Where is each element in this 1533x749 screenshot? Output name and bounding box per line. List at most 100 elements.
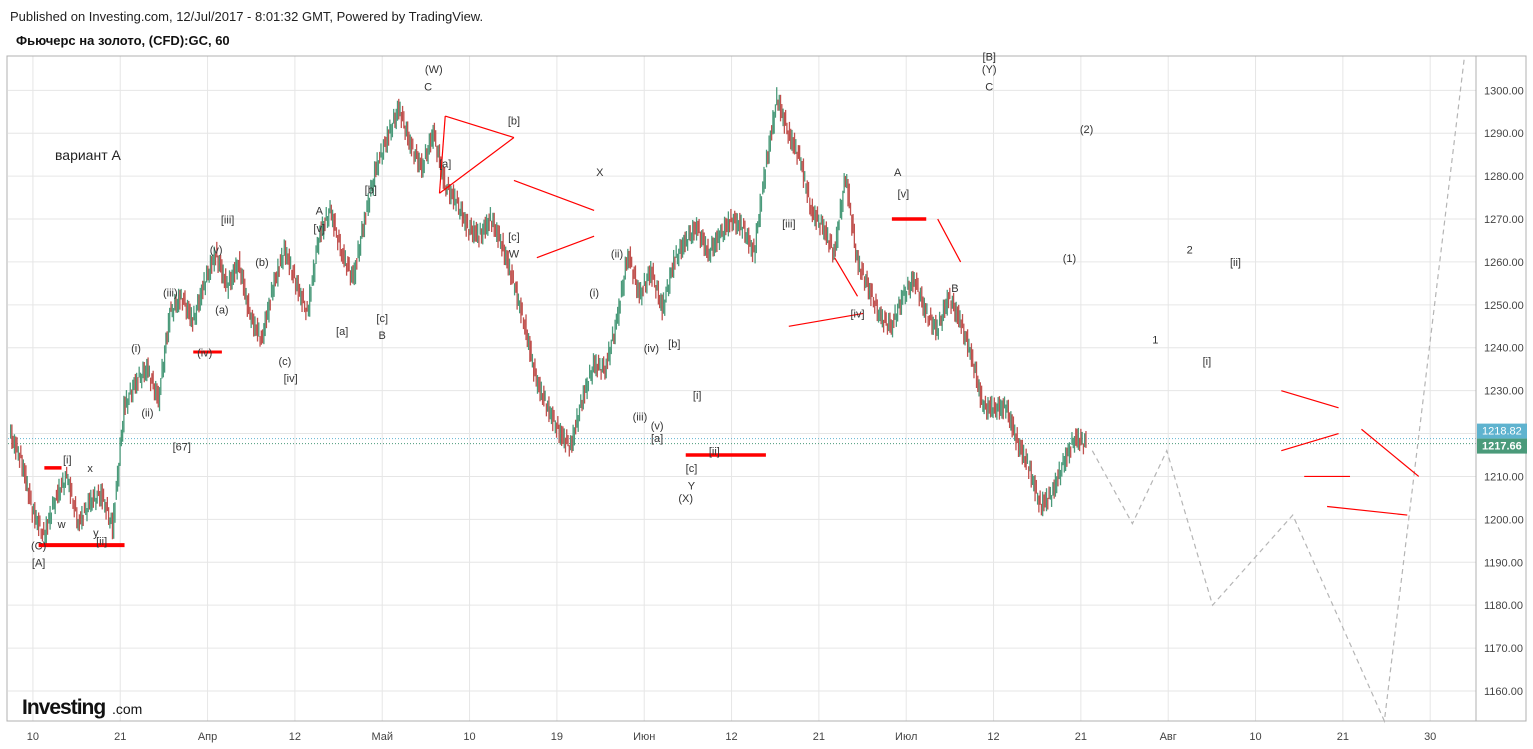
wave-label: (ii) [141, 407, 153, 419]
red-trendline [1281, 432, 1339, 452]
red-trendline [834, 257, 859, 297]
wave-label: [c] [508, 231, 520, 243]
wave-label: x [87, 463, 93, 475]
wave-label: (W) [425, 64, 443, 76]
wave-label: B [379, 330, 386, 342]
red-trendline [445, 115, 515, 139]
y-tick-label: 1280.00 [1484, 171, 1524, 183]
x-tick-label: 21 [813, 731, 825, 743]
last-price-badge-label: 1217.66 [1482, 441, 1522, 453]
y-tick-label: 1260.00 [1484, 257, 1524, 269]
wave-label: A [316, 206, 324, 218]
wave-label: [c] [686, 463, 698, 475]
red-trendline [439, 137, 515, 194]
wave-label: (iv) [644, 343, 659, 355]
wave-label: W [509, 249, 520, 261]
red-trendline [513, 179, 595, 212]
wave-label: (1) [1063, 253, 1076, 265]
projection-path [1091, 55, 1466, 724]
x-tick-label: 21 [114, 731, 126, 743]
wave-label: (v) [210, 244, 223, 256]
y-tick-label: 1250.00 [1484, 300, 1524, 312]
wave-label: (iii) [633, 412, 648, 424]
wave-label: [v] [898, 189, 910, 201]
wave-label: (X) [678, 493, 693, 505]
wave-label: [ii] [1230, 257, 1241, 269]
y-tick-label: 1230.00 [1484, 386, 1524, 398]
wave-label: w [57, 519, 66, 531]
y-tick-label: 1270.00 [1484, 214, 1524, 226]
wave-annotations: (C) [A] [i] x w y [ii] [67] (i) (ii) (iii) (iv) (a) [… [31, 51, 1466, 724]
x-tick-label: 12 [987, 731, 999, 743]
wave-label: C [985, 81, 993, 93]
y-tick-label: 1160.00 [1484, 686, 1523, 698]
wave-label: (ii) [611, 249, 623, 261]
last-price-badge [1477, 423, 1527, 439]
wave-label: (c) [278, 356, 291, 368]
wave-label: [b] [365, 184, 377, 196]
x-tick-label: 30 [1424, 731, 1436, 743]
wave-label: [iv] [284, 373, 298, 385]
x-tick-label: 21 [1337, 731, 1349, 743]
wave-label: (2) [1080, 124, 1093, 136]
x-tick-label: Апр [198, 731, 217, 743]
grid-layer [8, 56, 1476, 721]
red-trendline [1361, 428, 1420, 477]
wave-label: [B] [983, 51, 996, 63]
y-tick-label: 1170.00 [1484, 643, 1523, 655]
x-tick-label: 12 [725, 731, 737, 743]
wave-label: [A] [32, 558, 45, 570]
y-tick-label: 1290.00 [1484, 128, 1524, 140]
x-tick-label: 19 [551, 731, 563, 743]
svg-text:Investing: Investing [22, 696, 105, 719]
wave-label: [67] [173, 442, 191, 454]
wave-label: (v) [651, 420, 664, 432]
x-tick-label: Июл [895, 731, 917, 743]
x-tick-label: 12 [289, 731, 301, 743]
y-tick-label: 1200.00 [1484, 514, 1524, 526]
x-tick-label: Июн [633, 731, 655, 743]
y-tick-label: 1190.00 [1484, 557, 1523, 569]
wave-label: A [894, 167, 902, 179]
plot-frame [6, 55, 1527, 722]
y-tick-label: 1180.00 [1484, 600, 1523, 612]
wave-label: [a] [336, 326, 348, 338]
wave-label: (C) [31, 540, 46, 552]
wave-label: [v] [313, 223, 325, 235]
wave-label: C [424, 81, 432, 93]
wave-label: (iv) [197, 347, 212, 359]
wave-label: [i] [693, 390, 702, 402]
red-trendline [1327, 505, 1408, 516]
wave-label: (a) [215, 304, 228, 316]
published-line: Published on Investing.com, 12/Jul/2017 … [10, 9, 484, 24]
x-tick-label: Май [371, 731, 393, 743]
price-series [9, 87, 1087, 544]
y-tick-label: 1300.00 [1484, 85, 1524, 97]
wave-label: B [951, 283, 958, 295]
x-tick-label: 10 [463, 731, 475, 743]
axis-labels: 1160.001170.001180.001190.001200.001210.… [27, 85, 1527, 743]
x-tick-label: 21 [1075, 731, 1087, 743]
red-trendline [536, 235, 595, 259]
wave-label: [i] [1203, 356, 1212, 368]
wave-label: [iv] [851, 309, 865, 321]
red-trendline [788, 312, 864, 327]
wave-label: [ii] [709, 446, 720, 458]
x-tick-label: 10 [27, 731, 39, 743]
y-tick-label: 1210.00 [1484, 471, 1524, 483]
wave-label: (iii) [163, 287, 178, 299]
x-tick-label: Авг [1160, 731, 1177, 743]
wave-label: y [93, 528, 99, 540]
wave-label: Y [688, 480, 696, 492]
wave-label: [b] [668, 339, 680, 351]
wave-label: (i) [131, 343, 141, 355]
wave-label: (i) [589, 287, 599, 299]
variant-label: вариант А [55, 147, 121, 163]
wave-label: (Y) [982, 64, 997, 76]
wave-label: [a] [439, 159, 451, 171]
last-price-badge-label: 1218.82 [1482, 426, 1522, 438]
wave-label: [c] [376, 313, 388, 325]
x-tick-label: 10 [1249, 731, 1261, 743]
svg-text:.com: .com [112, 701, 142, 717]
